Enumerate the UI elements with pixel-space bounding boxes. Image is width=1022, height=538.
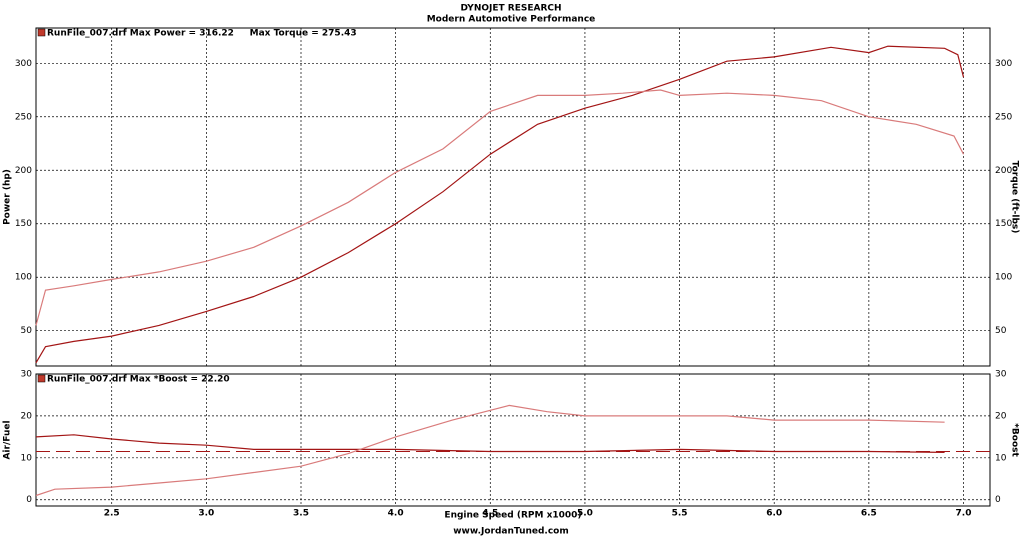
legend-icon bbox=[37, 374, 46, 383]
x-tick-label: 2.5 bbox=[104, 509, 120, 519]
footer: www.JordanTuned.com bbox=[453, 527, 569, 537]
y2-tick-label: 30 bbox=[995, 370, 1007, 380]
chart-title: DYNOJET RESEARCH bbox=[460, 4, 561, 14]
x-tick-label: 3.0 bbox=[198, 509, 214, 519]
plot-frame bbox=[35, 373, 991, 507]
y-axis-label: Power (hp) bbox=[3, 169, 13, 225]
y2-tick-label: 300 bbox=[995, 59, 1012, 69]
y2-tick-label: 50 bbox=[995, 326, 1007, 336]
y2-tick-label: 10 bbox=[995, 453, 1007, 463]
series-line bbox=[35, 89, 965, 326]
x-tick-label: 5.5 bbox=[672, 509, 688, 519]
y-tick-label: 0 bbox=[26, 495, 32, 505]
y2-tick-label: 0 bbox=[995, 495, 1001, 505]
y2-tick-label: 250 bbox=[995, 112, 1012, 122]
y2-tick-label: 150 bbox=[995, 219, 1012, 229]
y-axis-label: Air/Fuel bbox=[3, 420, 13, 459]
y2-tick-label: 20 bbox=[995, 411, 1007, 421]
y-tick-label: 20 bbox=[21, 411, 33, 421]
y2-axis-label: Torque (ft-lbs) bbox=[1010, 161, 1020, 234]
x-tick-label: 4.5 bbox=[482, 509, 498, 519]
x-tick-label: 5.0 bbox=[577, 509, 593, 519]
y-tick-label: 150 bbox=[15, 219, 32, 229]
x-tick-label: 6.0 bbox=[766, 509, 782, 519]
plot-frame bbox=[35, 27, 991, 367]
y-tick-label: 30 bbox=[21, 370, 33, 380]
legend-text: RunFile_007.drf Max *Boost = 22.20 bbox=[47, 375, 230, 385]
series-line bbox=[35, 434, 945, 453]
series-line bbox=[35, 404, 945, 497]
x-tick-label: 7.0 bbox=[956, 509, 972, 519]
y-tick-label: 300 bbox=[15, 59, 32, 69]
y-tick-label: 200 bbox=[15, 166, 32, 176]
x-tick-label: 4.0 bbox=[388, 509, 404, 519]
y2-axis-label: *Boost bbox=[1010, 423, 1020, 457]
x-tick-label: 3.5 bbox=[293, 509, 309, 519]
legend-icon bbox=[37, 28, 46, 37]
y2-tick-label: 200 bbox=[995, 166, 1012, 176]
legend-text: RunFile_007.drf Max Power = 316.22 Max T… bbox=[47, 29, 357, 39]
x-axis-label: Engine Speed (RPM x1000) bbox=[444, 511, 581, 521]
y-tick-label: 50 bbox=[21, 326, 33, 336]
y-tick-label: 250 bbox=[15, 112, 32, 122]
y2-tick-label: 100 bbox=[995, 273, 1012, 283]
y-tick-label: 100 bbox=[15, 273, 32, 283]
series-line bbox=[35, 45, 965, 364]
y-tick-label: 10 bbox=[21, 453, 33, 463]
x-tick-label: 6.5 bbox=[861, 509, 877, 519]
chart-subtitle: Modern Automotive Performance bbox=[427, 15, 596, 25]
